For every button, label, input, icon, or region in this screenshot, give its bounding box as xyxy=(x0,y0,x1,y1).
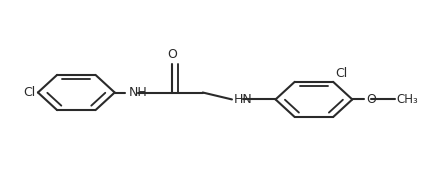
Text: HN: HN xyxy=(233,93,252,106)
Text: Cl: Cl xyxy=(335,67,347,80)
Text: O: O xyxy=(167,48,177,61)
Text: Cl: Cl xyxy=(24,86,36,99)
Text: CH₃: CH₃ xyxy=(397,93,419,106)
Text: NH: NH xyxy=(129,86,147,99)
Text: O: O xyxy=(366,93,376,106)
